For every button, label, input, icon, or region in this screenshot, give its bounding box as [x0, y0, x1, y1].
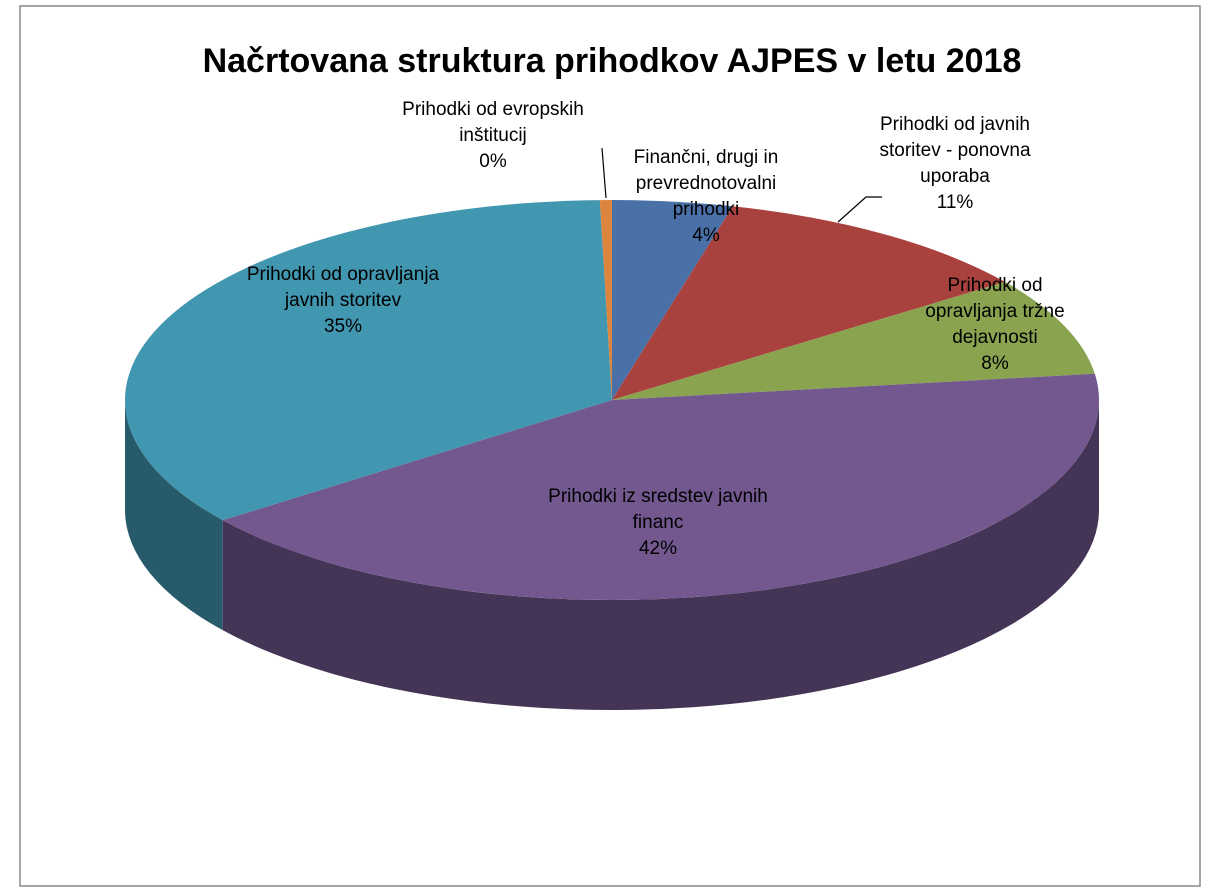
slice-value: 4% — [692, 225, 720, 246]
slice-name: Finančni, drugi in prevrednotovalni prih… — [633, 147, 779, 220]
leader-line — [837, 196, 882, 223]
slice — [612, 200, 733, 400]
slice-side — [125, 400, 223, 631]
data-label: Finančni, drugi in prevrednotovalni prih… — [606, 145, 806, 249]
slice-value: 35% — [323, 316, 363, 337]
slice-value: 11% — [936, 192, 974, 213]
slice — [612, 206, 1005, 400]
data-label: Prihodki od evropskih inštitucij 0% — [393, 97, 593, 175]
slice — [612, 281, 1095, 400]
data-label: Prihodki od javnih storitev - ponovna up… — [870, 112, 1040, 216]
slice-value: 42% — [638, 538, 678, 559]
slice-name: Prihodki iz sredstev javnih financ — [548, 486, 768, 533]
data-label: Prihodki od opravljanja javnih storitev 3… — [243, 262, 443, 340]
slice-name: Prihodki od javnih storitev - ponovna up… — [879, 114, 1031, 187]
data-label: Prihodki iz sredstev javnih financ 42% — [543, 484, 773, 562]
slice-value: 0% — [479, 151, 507, 172]
chart-title: Načrtovana struktura prihodkov AJPES v l… — [203, 42, 1022, 80]
slice-name: Prihodki od opravljanja javnih storitev — [246, 264, 440, 311]
slice — [222, 373, 1099, 600]
slice — [124, 200, 612, 521]
slice-value: 8% — [981, 353, 1009, 374]
leader-line — [601, 147, 607, 199]
slice — [599, 200, 612, 400]
slice-name: Prihodki od opravljanja tržne dejavnosti — [925, 275, 1065, 348]
pie — [124, 200, 1099, 711]
slice-side — [222, 400, 1099, 711]
data-label: Prihodki od opravljanja tržne dejavnosti… — [908, 273, 1083, 377]
slice-name: Prihodki od evropskih inštitucij — [402, 99, 584, 146]
